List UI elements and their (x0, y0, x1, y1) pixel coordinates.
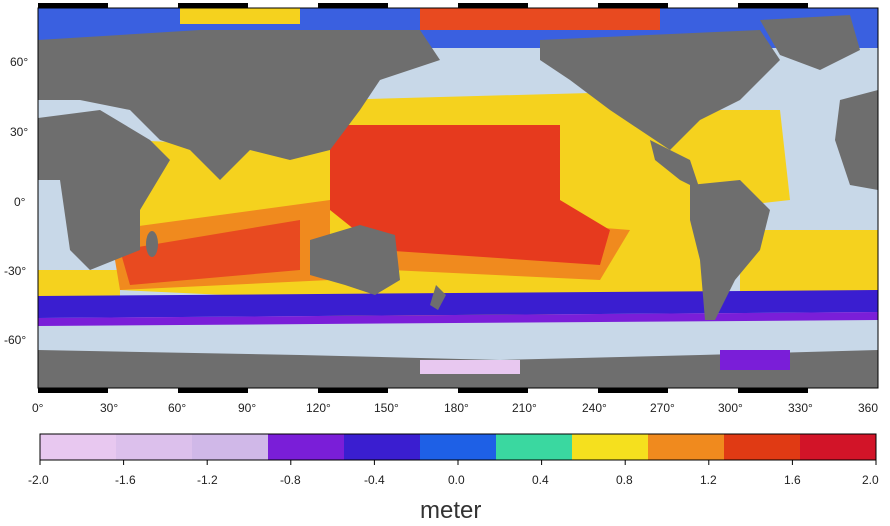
pacific-warm-pool (330, 125, 610, 265)
lon-label-180: 180° (444, 401, 469, 415)
colorbar-tick-1.2: 1.2 (700, 473, 717, 487)
madagascar-land (146, 231, 158, 257)
lon-label-330: 330° (788, 401, 813, 415)
lon-label-210: 210° (512, 401, 537, 415)
north-america-land (540, 30, 780, 150)
colorbar-tick-neg0.4: -0.4 (364, 473, 385, 487)
colorbar-segment (268, 434, 345, 460)
lon-label-150: 150° (374, 401, 399, 415)
colorbar-segment (648, 434, 725, 460)
lat-label-0: 0° (14, 195, 26, 209)
southern-ocean-low-band (38, 290, 878, 318)
colorbar-tick-neg1.2: -1.2 (197, 473, 218, 487)
colorbar-segment (40, 434, 117, 460)
colorbar-segment (572, 434, 649, 460)
map-panel (38, 8, 878, 388)
colorbar-tick-neg0.8: -0.8 (280, 473, 301, 487)
central-america-land (650, 140, 700, 190)
lat-label-30: 30° (10, 125, 28, 139)
lon-label-0: 0° (32, 401, 44, 415)
south-atlantic-subtropical-region (740, 230, 878, 300)
longitude-labels: 0° 30° 60° 90° 120° 150° 180° 210° 240° … (32, 401, 878, 415)
colorbar-tick-0.0: 0.0 (448, 473, 465, 487)
lon-label-90: 90° (238, 401, 256, 415)
map-border-ticks (38, 3, 808, 393)
lon-label-30: 30° (100, 401, 118, 415)
south-atlantic-west-region (38, 270, 120, 300)
colorbar-tick-1.6: 1.6 (784, 473, 801, 487)
lon-label-300: 300° (718, 401, 743, 415)
lon-label-270: 270° (650, 401, 675, 415)
antarctic-coastal-patch (420, 360, 520, 374)
lon-label-240: 240° (582, 401, 607, 415)
australia-land (310, 225, 400, 295)
colorbar (39, 434, 877, 465)
colorbar-tick-neg2.0: -2.0 (28, 473, 49, 487)
land-masses (38, 15, 878, 388)
lon-label-120: 120° (306, 401, 331, 415)
lat-label-60: 60° (10, 55, 28, 69)
lat-label-neg60: -60° (4, 333, 26, 347)
arctic-yellow-patch (180, 8, 300, 24)
colorbar-frame (39, 433, 877, 461)
lat-label-neg30: -30° (4, 264, 26, 278)
africa-land (38, 110, 170, 270)
colorbar-tick-labels: -2.0 -1.6 -1.2 -0.8 -0.4 0.0 0.4 0.8 1.2… (28, 473, 879, 487)
southern-ocean-purple-band (38, 312, 878, 326)
west-africa-europe-edge-land (835, 90, 878, 190)
colorbar-segment (344, 434, 421, 460)
eurasia-land (38, 30, 440, 180)
colorbar-segment (116, 434, 193, 460)
colorbar-tick-2.0: 2.0 (862, 473, 879, 487)
colorbar-segment (496, 434, 573, 460)
new-zealand-land (430, 285, 446, 310)
colorbar-tick-0.8: 0.8 (616, 473, 633, 487)
colorbar-segment (800, 434, 877, 460)
colorbar-segment (724, 434, 801, 460)
latitude-labels: 60° 30° 0° -30° -60° (4, 55, 28, 347)
colorbar-segment (192, 434, 269, 460)
lon-label-60: 60° (168, 401, 186, 415)
south-america-land (690, 180, 770, 320)
colorbar-unit-label: meter (420, 497, 481, 524)
indian-ocean-warm-pool (120, 220, 300, 285)
greenland-land (760, 15, 860, 70)
colorbar-tick-0.4: 0.4 (532, 473, 549, 487)
colorbar-tick-neg1.6: -1.6 (115, 473, 136, 487)
arctic-high-patch (420, 8, 660, 30)
lon-label-360: 360 (858, 401, 878, 415)
colorbar-segment (420, 434, 497, 460)
antarctic-low-patch (720, 350, 790, 370)
